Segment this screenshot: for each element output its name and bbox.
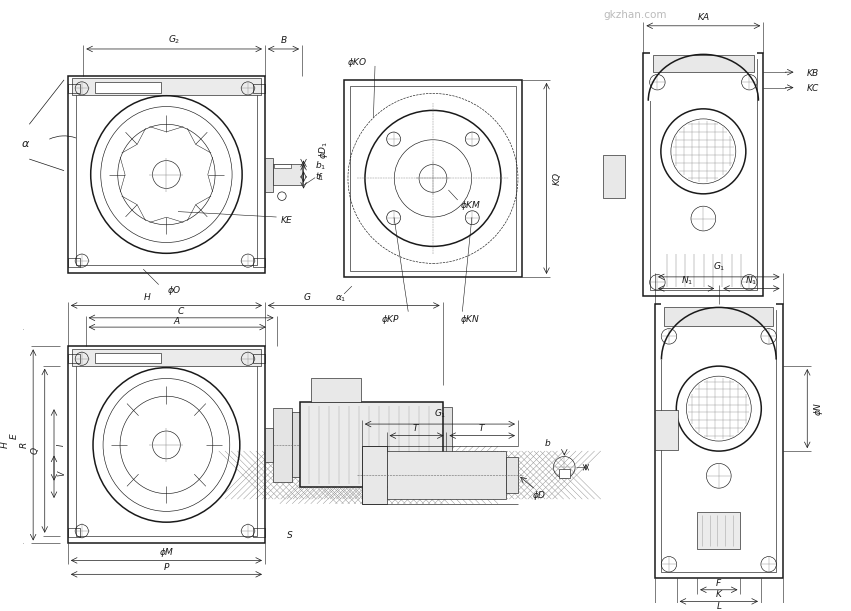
Bar: [68, 76, 265, 273]
Bar: [351, 86, 516, 271]
Bar: [274, 164, 291, 169]
Text: $KC$: $KC$: [806, 82, 820, 93]
Text: $b$: $b$: [544, 437, 551, 448]
Text: $V$: $V$: [56, 469, 67, 477]
Bar: [71, 78, 261, 95]
Bar: [649, 46, 757, 101]
Bar: [655, 304, 783, 578]
Text: $\phi KN$: $\phi KN$: [460, 313, 480, 326]
Bar: [254, 528, 265, 537]
Text: $\phi M$: $\phi M$: [158, 546, 174, 559]
Text: $G_1$: $G_1$: [712, 261, 725, 273]
Bar: [643, 53, 763, 296]
Bar: [506, 457, 518, 493]
Bar: [68, 258, 79, 267]
Bar: [292, 412, 300, 477]
Bar: [265, 158, 272, 191]
Bar: [71, 349, 261, 366]
Text: $C$: $C$: [177, 305, 186, 316]
Bar: [265, 428, 272, 462]
Text: $H$: $H$: [0, 441, 10, 449]
Bar: [68, 528, 79, 537]
Bar: [254, 354, 265, 364]
Text: $N_1$: $N_1$: [745, 274, 757, 287]
Text: $Q$: $Q$: [30, 447, 42, 455]
Bar: [362, 447, 386, 503]
Text: $\phi O$: $\phi O$: [167, 284, 181, 296]
Bar: [68, 346, 265, 543]
Text: $I$: $I$: [54, 443, 66, 447]
Text: $\alpha$: $\alpha$: [20, 139, 30, 148]
Text: $P$: $P$: [163, 561, 170, 572]
Bar: [76, 354, 257, 536]
Bar: [254, 258, 265, 267]
Bar: [254, 84, 265, 93]
Text: $\phi KO$: $\phi KO$: [347, 56, 368, 70]
Text: $KB$: $KB$: [806, 67, 820, 78]
Bar: [653, 55, 754, 72]
Text: $t_1$: $t_1$: [315, 170, 324, 183]
Text: $\alpha_1$: $\alpha_1$: [334, 293, 346, 304]
Text: $T$: $T$: [413, 422, 420, 433]
Text: $T$: $T$: [478, 422, 486, 433]
Bar: [559, 469, 569, 478]
Text: $B$: $B$: [280, 34, 288, 45]
Bar: [272, 164, 302, 185]
Text: $\phi D_1$: $\phi D_1$: [317, 141, 330, 159]
Text: $b_1$: $b_1$: [315, 159, 326, 172]
Text: $KA$: $KA$: [697, 11, 710, 22]
Bar: [272, 408, 292, 482]
Text: $R$: $R$: [18, 441, 29, 448]
Text: $KE$: $KE$: [280, 214, 294, 225]
Text: $\phi D$: $\phi D$: [532, 489, 546, 502]
Text: $G_1$: $G_1$: [434, 408, 446, 420]
Text: $f$: $f$: [317, 170, 323, 181]
Bar: [603, 155, 625, 198]
Text: $\phi N$: $\phi N$: [812, 401, 825, 416]
Text: gkzhan.com: gkzhan.com: [603, 10, 666, 20]
Bar: [344, 80, 522, 277]
Bar: [665, 307, 774, 326]
Text: $G_2$: $G_2$: [168, 34, 180, 46]
Text: $H$: $H$: [143, 291, 151, 302]
Text: $\phi KP$: $\phi KP$: [381, 313, 400, 326]
Bar: [95, 82, 161, 93]
Text: $G$: $G$: [303, 291, 311, 302]
Bar: [68, 354, 79, 364]
Text: $S$: $S$: [286, 529, 294, 540]
Text: $\phi KM$: $\phi KM$: [460, 199, 482, 212]
Bar: [300, 403, 443, 488]
Text: $K$: $K$: [715, 588, 723, 599]
Bar: [443, 407, 452, 483]
Bar: [661, 298, 776, 359]
Text: $KQ$: $KQ$: [551, 171, 563, 186]
Text: $L$: $L$: [716, 600, 722, 611]
Bar: [76, 84, 257, 265]
Bar: [649, 59, 757, 290]
Text: $E$: $E$: [9, 433, 20, 440]
Bar: [697, 512, 740, 549]
Bar: [661, 310, 776, 572]
Bar: [386, 451, 506, 499]
Bar: [655, 410, 678, 450]
Bar: [68, 84, 79, 93]
Bar: [95, 353, 161, 364]
Text: $N_1$: $N_1$: [681, 274, 693, 287]
Bar: [311, 378, 362, 403]
Text: $F$: $F$: [715, 577, 722, 588]
Text: $A$: $A$: [174, 315, 181, 326]
